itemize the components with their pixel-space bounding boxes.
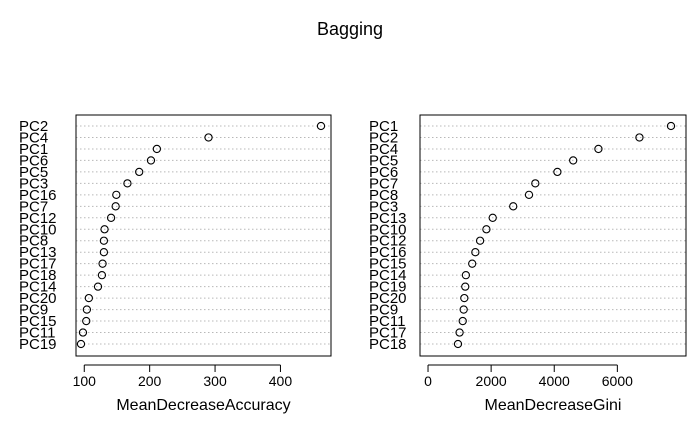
category-label-pc12: PC12 [19,210,57,227]
x-tick-label: 6000 [602,373,633,389]
data-point-pc15 [468,259,477,268]
mean-decrease-gini-panel: PC1PC2PC4PC5PC6PC7PC8PC3PC13PC10PC12PC16… [369,114,687,414]
data-point-pc11 [78,328,88,337]
data-point-pc10 [482,225,491,234]
category-label-pc16: PC16 [369,244,407,261]
category-label-pc18: PC18 [19,267,57,284]
category-label-pc15: PC15 [369,256,407,273]
category-label-pc5: PC5 [369,152,398,169]
data-point-pc6 [553,167,562,177]
category-label-pc2: PC2 [369,129,398,146]
data-point-pc19 [76,339,86,349]
category-label-pc14: PC14 [369,267,407,284]
category-label-pc15: PC15 [19,313,57,330]
x-tick-label: 400 [269,373,293,389]
plot-frame [419,114,687,357]
category-label-pc19: PC19 [369,279,407,296]
data-point-pc7 [111,202,120,211]
x-tick-label: 300 [203,373,227,389]
category-label-pc17: PC17 [19,256,57,273]
plot-frame [75,114,332,357]
category-label-pc16: PC16 [19,187,57,204]
data-point-pc16 [471,248,480,257]
category-label-pc20: PC20 [19,290,57,307]
data-point-pc5 [135,167,144,177]
data-point-pc2 [316,121,326,131]
x-tick-label: 100 [73,373,97,389]
category-label-pc9: PC9 [19,302,48,319]
data-point-pc20 [84,293,93,303]
category-label-pc18: PC18 [369,336,407,353]
figure-title: Bagging [317,19,383,39]
mean-decrease-accuracy-panel: PC2PC4PC1PC6PC5PC3PC16PC7PC12PC10PC8PC13… [19,114,332,414]
data-point-pc17 [455,328,464,337]
category-label-pc12: PC12 [369,233,407,250]
x-tick-label: 0 [424,373,432,389]
data-point-pc2 [635,133,644,142]
category-label-pc2: PC2 [19,118,48,135]
data-point-pc14 [93,282,103,291]
category-label-pc3: PC3 [19,175,48,192]
x-axis-title: MeanDecreaseAccuracy [116,397,290,414]
x-tick-label: 4000 [539,373,570,389]
data-point-pc3 [123,179,132,188]
data-point-pc14 [461,271,471,280]
data-point-pc13 [488,213,497,222]
category-label-pc11: PC11 [19,325,55,342]
x-tick-label: 2000 [476,373,507,389]
x-axis-title: MeanDecreaseGini [485,397,622,414]
data-point-pc16 [112,190,121,199]
data-point-pc12 [475,236,485,245]
category-label-pc19: PC19 [19,336,57,353]
category-label-pc6: PC6 [369,164,398,181]
data-point-pc5 [569,156,578,165]
category-label-pc3: PC3 [369,198,398,215]
data-point-pc12 [106,213,116,222]
data-point-pc13 [99,248,109,257]
data-point-pc11 [458,316,467,326]
data-point-pc3 [509,202,518,211]
data-point-pc10 [100,225,109,234]
data-point-pc1 [152,144,162,154]
x-tick-label: 200 [138,373,162,389]
data-point-pc8 [524,190,534,199]
category-label-pc7: PC7 [19,198,48,215]
data-point-pc15 [82,316,91,326]
data-point-pc9 [82,305,92,314]
data-point-pc6 [146,156,156,165]
data-point-pc19 [461,282,470,291]
data-point-pc7 [531,179,540,188]
data-point-pc17 [98,259,107,268]
category-label-pc1: PC1 [369,118,398,135]
category-label-pc10: PC10 [369,221,407,238]
category-label-pc11: PC11 [369,313,405,330]
category-label-pc8: PC8 [19,233,48,250]
category-label-pc4: PC4 [19,129,48,146]
category-label-pc14: PC14 [19,279,57,296]
category-label-pc13: PC13 [369,210,407,227]
category-label-pc9: PC9 [369,302,398,319]
data-point-pc4 [204,133,213,142]
category-label-pc13: PC13 [19,244,57,261]
category-label-pc5: PC5 [19,164,48,181]
category-label-pc1: PC1 [19,141,48,158]
data-point-pc8 [99,236,109,245]
data-point-pc18 [97,271,107,280]
data-point-pc9 [459,305,468,314]
data-point-pc1 [666,121,676,131]
category-label-pc4: PC4 [369,141,398,158]
data-point-pc20 [460,293,469,303]
category-label-pc6: PC6 [19,152,48,169]
data-point-pc18 [453,339,463,349]
category-label-pc20: PC20 [369,290,407,307]
category-label-pc7: PC7 [369,175,398,192]
category-label-pc17: PC17 [369,325,407,342]
category-label-pc8: PC8 [369,187,398,204]
data-point-pc4 [594,144,603,154]
category-label-pc10: PC10 [19,221,57,238]
